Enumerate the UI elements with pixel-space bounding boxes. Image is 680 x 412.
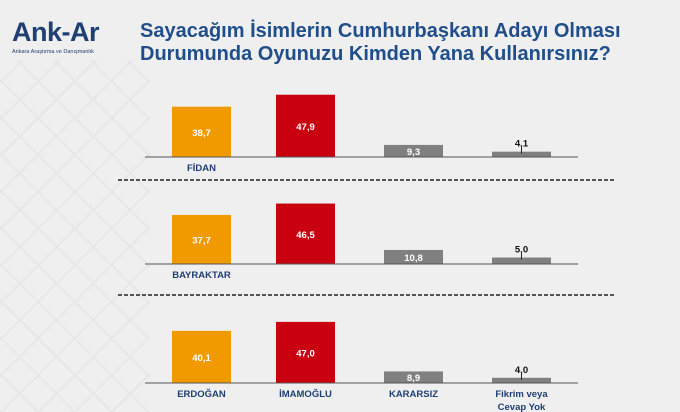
title-line-2: Durumunda Oyunuzu Kimden Yana Kullanırsı… — [140, 43, 611, 65]
category-label: FİDAN — [187, 163, 216, 174]
category-label: Fikrim veya — [495, 389, 548, 400]
value-label: 8,9 — [407, 373, 420, 384]
value-label: 40,1 — [192, 353, 211, 364]
bar — [384, 371, 443, 383]
bar — [172, 214, 231, 264]
value-label: 4,0 — [515, 365, 528, 376]
background-pattern — [0, 60, 150, 412]
bar — [492, 151, 551, 157]
value-label: 5,0 — [515, 245, 528, 256]
bar — [492, 377, 551, 383]
bar — [172, 330, 231, 383]
category-label: ERDOĞAN — [177, 388, 226, 400]
value-label: 37,7 — [192, 235, 211, 246]
value-label: 4,1 — [515, 139, 529, 150]
value-label: 47,0 — [296, 348, 315, 359]
category-label: İMAMOĞLU — [279, 388, 332, 400]
category-label: KARARSIZ — [389, 389, 438, 400]
category-label: Cevap Yok — [498, 402, 546, 412]
bar — [384, 144, 443, 157]
title-line-1: Sayacağım İsimlerin Cumhurbaşkanı Adayı … — [140, 20, 621, 42]
bar — [492, 257, 551, 264]
value-label: 10,8 — [404, 253, 423, 264]
bar — [276, 203, 335, 264]
value-label: 47,9 — [296, 122, 315, 133]
bar — [276, 94, 335, 157]
logo-subtitle: Ankara Araştırma ve Danışmanlık — [12, 49, 94, 55]
bar — [384, 249, 443, 264]
page-title: Sayacağım İsimlerin Cumhurbaşkanı Adayı … — [140, 20, 621, 66]
value-label: 38,7 — [192, 128, 211, 139]
value-label: 46,5 — [296, 230, 315, 241]
bar — [276, 321, 335, 383]
category-label: BAYRAKTAR — [172, 270, 231, 281]
logo: Ank-Ar Ankara Araştırma ve Danışmanlık — [12, 18, 112, 55]
bar — [172, 106, 231, 157]
value-label: 9,3 — [407, 147, 420, 158]
logo-name: Ank-Ar — [12, 17, 100, 47]
